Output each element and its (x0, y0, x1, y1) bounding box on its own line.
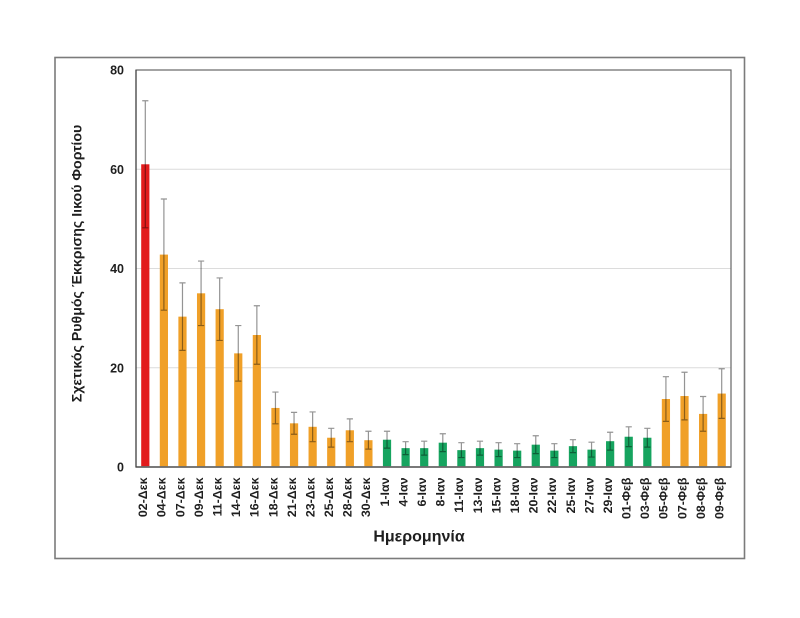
svg-text:07-Φεβ: 07-Φεβ (675, 477, 689, 519)
svg-text:03-Φεβ: 03-Φεβ (638, 477, 652, 519)
svg-text:18-Δεκ: 18-Δεκ (266, 477, 280, 517)
svg-text:04-Δεκ: 04-Δεκ (155, 477, 169, 517)
svg-text:80: 80 (110, 64, 124, 78)
svg-text:40: 40 (110, 262, 124, 276)
svg-text:27-Ιαν: 27-Ιαν (582, 477, 596, 513)
svg-text:13-Ιαν: 13-Ιαν (471, 477, 485, 513)
svg-text:6-Ιαν: 6-Ιαν (415, 477, 429, 506)
svg-text:22-Ιαν: 22-Ιαν (545, 477, 559, 513)
svg-text:20: 20 (110, 361, 124, 375)
svg-text:18-Ιαν: 18-Ιαν (508, 477, 522, 513)
svg-text:02-Δεκ: 02-Δεκ (136, 477, 150, 517)
svg-text:11-Ιαν: 11-Ιαν (452, 477, 466, 512)
svg-text:11-Δεκ: 11-Δεκ (210, 477, 224, 516)
svg-text:09-Φεβ: 09-Φεβ (713, 477, 727, 519)
svg-text:4-Ιαν: 4-Ιαν (396, 477, 410, 506)
svg-text:16-Δεκ: 16-Δεκ (248, 477, 262, 517)
svg-text:0: 0 (117, 461, 124, 475)
svg-text:25-Δεκ: 25-Δεκ (322, 477, 336, 517)
svg-text:15-Ιαν: 15-Ιαν (489, 477, 503, 513)
svg-text:Ημερομηνία: Ημερομηνία (373, 528, 465, 545)
svg-text:23-Δεκ: 23-Δεκ (303, 477, 317, 517)
svg-text:05-Φεβ: 05-Φεβ (657, 477, 671, 519)
svg-text:60: 60 (110, 163, 124, 177)
svg-text:14-Δεκ: 14-Δεκ (229, 477, 243, 517)
svg-text:20-Ιαν: 20-Ιαν (527, 477, 541, 513)
svg-text:1-Ιαν: 1-Ιαν (378, 477, 392, 506)
svg-text:08-Φεβ: 08-Φεβ (694, 477, 708, 519)
svg-text:Σχετικός Ρυθμός Έκκρισης Ιικού: Σχετικός Ρυθμός Έκκρισης Ιικού Φορτίου (70, 125, 86, 403)
svg-text:30-Δεκ: 30-Δεκ (359, 477, 373, 517)
svg-text:25-Ιαν: 25-Ιαν (564, 477, 578, 513)
svg-text:01-Φεβ: 01-Φεβ (620, 477, 634, 519)
svg-text:21-Δεκ: 21-Δεκ (285, 477, 299, 517)
svg-text:8-Ιαν: 8-Ιαν (434, 477, 448, 506)
svg-text:09-Δεκ: 09-Δεκ (192, 477, 206, 517)
svg-text:07-Δεκ: 07-Δεκ (173, 477, 187, 517)
svg-text:29-Ιαν: 29-Ιαν (601, 477, 615, 513)
svg-text:28-Δεκ: 28-Δεκ (341, 477, 355, 517)
